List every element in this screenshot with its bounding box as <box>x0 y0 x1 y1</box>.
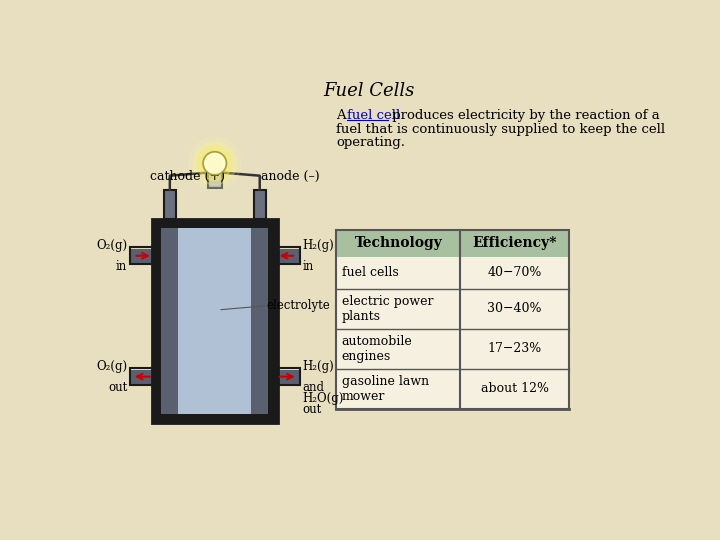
Text: 30−40%: 30−40% <box>487 302 542 315</box>
Bar <box>277 370 300 383</box>
Circle shape <box>207 156 222 171</box>
Text: fuel that is continuously supplied to keep the cell: fuel that is continuously supplied to ke… <box>336 123 665 136</box>
Circle shape <box>202 151 228 176</box>
Bar <box>336 256 569 289</box>
Text: H₂O(g): H₂O(g) <box>302 392 343 405</box>
Bar <box>130 247 153 264</box>
Text: produces electricity by the reaction of a: produces electricity by the reaction of … <box>387 110 660 123</box>
Bar <box>276 368 300 385</box>
Bar <box>130 370 152 383</box>
Bar <box>161 228 179 414</box>
Text: cathode (+): cathode (+) <box>150 171 225 184</box>
Text: H₂(g): H₂(g) <box>302 360 334 373</box>
Bar <box>336 289 569 329</box>
Text: O₂(g): O₂(g) <box>96 239 127 252</box>
Text: 40−70%: 40−70% <box>487 266 542 279</box>
Bar <box>130 368 153 385</box>
Circle shape <box>203 152 226 175</box>
Text: in: in <box>116 260 127 273</box>
Bar <box>336 231 569 409</box>
Text: fuel cells: fuel cells <box>342 266 399 279</box>
Circle shape <box>198 146 232 180</box>
Text: operating.: operating. <box>336 136 405 148</box>
Bar <box>251 228 269 414</box>
Bar <box>276 247 300 264</box>
Text: electrolyte: electrolyte <box>266 299 330 312</box>
Text: Fuel Cells: Fuel Cells <box>323 82 415 100</box>
Bar <box>336 231 569 256</box>
Text: out: out <box>302 403 322 416</box>
Text: O₂(g): O₂(g) <box>96 360 127 373</box>
Text: Technology: Technology <box>354 237 442 251</box>
Bar <box>161 228 269 414</box>
Text: out: out <box>108 381 127 394</box>
Text: automobile
engines: automobile engines <box>342 335 413 363</box>
Text: about 12%: about 12% <box>481 382 549 395</box>
Bar <box>152 219 277 423</box>
Bar <box>336 329 569 369</box>
Bar <box>152 219 277 423</box>
Text: 17−23%: 17−23% <box>487 342 542 355</box>
Bar <box>253 190 266 219</box>
Text: anode (–): anode (–) <box>261 171 320 184</box>
Circle shape <box>189 137 241 190</box>
Text: H₂(g): H₂(g) <box>302 239 334 252</box>
Text: gasoline lawn
mower: gasoline lawn mower <box>342 375 429 403</box>
Text: fuel cell: fuel cell <box>346 110 400 123</box>
Bar <box>130 249 152 262</box>
Bar <box>277 249 300 262</box>
Text: Efficiency*: Efficiency* <box>472 237 557 251</box>
Bar <box>336 369 569 409</box>
Bar <box>179 228 251 414</box>
Bar <box>208 173 222 188</box>
Text: and: and <box>302 381 324 394</box>
Bar <box>163 190 176 219</box>
Bar <box>163 190 176 219</box>
Text: in: in <box>302 260 314 273</box>
Circle shape <box>193 142 236 185</box>
Text: electric power
plants: electric power plants <box>342 295 433 323</box>
Bar <box>253 190 266 219</box>
Text: A: A <box>336 110 351 123</box>
